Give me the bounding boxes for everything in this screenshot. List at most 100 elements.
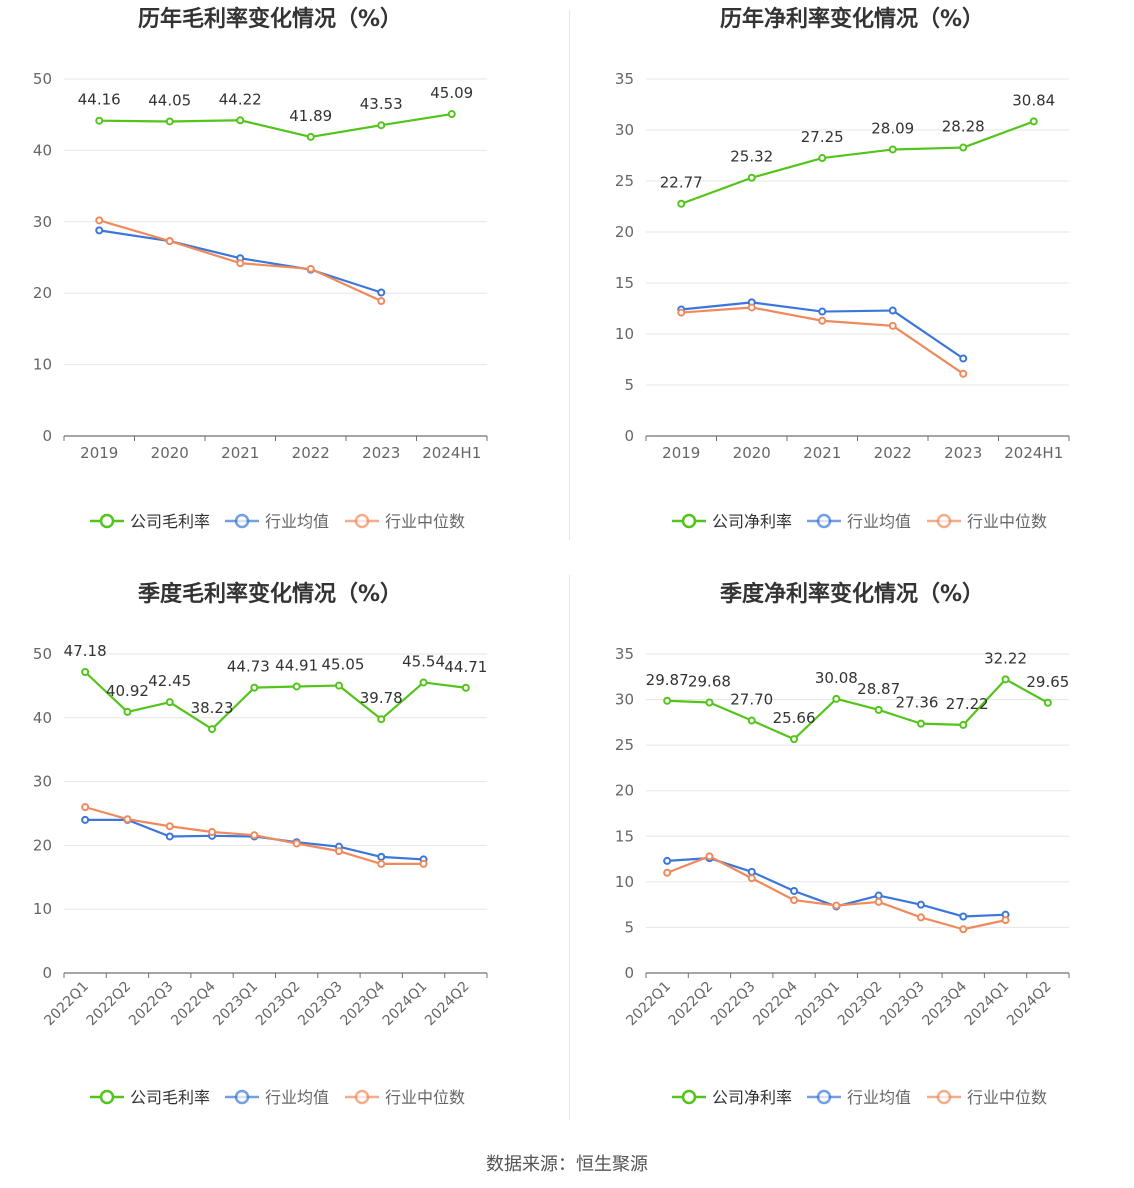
- data-label: 27.22: [946, 695, 989, 713]
- data-point: [888, 306, 897, 315]
- data-point: [874, 705, 883, 714]
- chart-title: 季度毛利率变化情况（%）: [138, 581, 402, 607]
- data-point: [874, 897, 883, 906]
- x-tick-label: 2024H1: [1004, 444, 1063, 462]
- y-tick-label: 40: [33, 709, 52, 727]
- data-point: [959, 720, 968, 729]
- data-point: [818, 154, 827, 163]
- data-point: [208, 725, 217, 734]
- data-label: 30.08: [815, 669, 858, 687]
- data-point: [677, 199, 686, 208]
- data-point: [959, 354, 968, 363]
- data-point: [292, 839, 301, 848]
- y-tick-label: 30: [33, 213, 52, 231]
- legend-label: 公司净利率: [712, 512, 792, 531]
- legend-marker: [99, 513, 115, 529]
- x-tick-label: 2022Q2: [666, 979, 717, 1030]
- data-source-label: 数据来源：恒生聚源: [486, 1154, 648, 1175]
- data-point: [236, 259, 245, 268]
- legend-marker: [681, 1089, 697, 1105]
- data-point: [916, 913, 925, 922]
- legend-label: 行业均值: [847, 512, 911, 531]
- chart-3: 季度毛利率变化情况（%）010203040502022Q12022Q22022Q…: [33, 581, 488, 1107]
- data-point: [705, 698, 714, 707]
- data-point: [165, 698, 174, 707]
- data-label: 27.36: [895, 694, 938, 712]
- x-tick-label: 2022Q1: [41, 979, 92, 1030]
- series-line-公司毛利率: [84, 671, 466, 731]
- data-point: [747, 173, 756, 182]
- x-tick-label: 2023Q3: [877, 979, 928, 1030]
- data-point: [165, 237, 174, 246]
- data-label: 39.78: [360, 689, 403, 707]
- y-tick-label: 5: [624, 376, 634, 394]
- x-tick-label: 2023Q4: [337, 978, 388, 1029]
- data-point: [306, 264, 315, 273]
- data-point: [959, 925, 968, 934]
- y-tick-label: 20: [33, 284, 52, 302]
- data-label: 27.70: [730, 691, 773, 709]
- data-label: 44.71: [444, 658, 487, 676]
- x-tick-label: 2023Q2: [835, 979, 886, 1030]
- data-point: [663, 696, 672, 705]
- data-label: 45.09: [430, 84, 473, 102]
- y-tick-label: 10: [33, 356, 52, 374]
- data-label: 29.87: [646, 671, 689, 689]
- y-tick-label: 10: [615, 325, 634, 343]
- data-point: [790, 735, 799, 744]
- data-point: [705, 852, 714, 861]
- chart-1: 历年毛利率变化情况（%） 0 10 20 30 40 50 2019 2020 2021 2022 2…: [33, 6, 488, 531]
- data-point: [334, 847, 343, 856]
- legend: 公司毛利率 行业均值 行业中位数: [90, 1088, 465, 1107]
- data-label: 44.73: [227, 658, 270, 676]
- x-tick-label: 2022Q2: [84, 979, 135, 1030]
- y-tick-label: 50: [33, 645, 52, 663]
- x-tick-label: 2023Q1: [211, 979, 262, 1030]
- data-point: [236, 116, 245, 125]
- legend-label: 行业中位数: [967, 1088, 1047, 1107]
- data-point: [916, 900, 925, 909]
- data-point: [95, 116, 104, 125]
- data-label: 41.89: [289, 107, 332, 125]
- y-tick-label: 20: [615, 223, 634, 241]
- data-point: [165, 822, 174, 831]
- y-tick-label: 40: [33, 141, 52, 159]
- data-point: [377, 297, 386, 306]
- data-point: [334, 681, 343, 690]
- data-label: 43.53: [360, 95, 403, 113]
- data-point: [81, 667, 90, 676]
- legend-label: 公司毛利率: [130, 512, 210, 531]
- data-label: 29.65: [1026, 673, 1069, 691]
- x-tick-label: 2023: [944, 444, 982, 462]
- data-point: [959, 912, 968, 921]
- data-point: [959, 369, 968, 378]
- data-point: [81, 803, 90, 812]
- data-point: [959, 143, 968, 152]
- data-point: [123, 815, 132, 824]
- y-tick-label: 0: [624, 427, 634, 445]
- data-point: [747, 867, 756, 876]
- data-point: [461, 683, 470, 692]
- y-tick-label: 10: [33, 900, 52, 918]
- data-point: [208, 828, 217, 837]
- y-tick-label: 15: [615, 274, 634, 292]
- legend-marker: [936, 1089, 952, 1105]
- legend: 公司净利率 行业均值 行业中位数: [672, 1088, 1047, 1107]
- x-tick-label: 2019: [662, 444, 700, 462]
- x-tick-label: 2022Q4: [168, 978, 219, 1029]
- data-point: [377, 121, 386, 130]
- x-tick-label: 2020: [733, 444, 771, 462]
- data-point: [95, 216, 104, 225]
- data-point: [81, 815, 90, 824]
- chart-title: 历年净利率变化情况（%）: [720, 6, 984, 32]
- x-tick-label: 2024Q1: [380, 979, 431, 1030]
- data-label: 44.05: [148, 91, 191, 109]
- data-point: [377, 715, 386, 724]
- data-label: 30.84: [1012, 91, 1055, 109]
- y-tick-label: 30: [33, 773, 52, 791]
- x-tick-label: 2022Q4: [750, 978, 801, 1029]
- x-tick-label: 2023: [362, 444, 400, 462]
- data-point: [377, 288, 386, 297]
- legend: 公司毛利率 行业均值 行业中位数: [90, 512, 465, 531]
- x-tick-label: 2024Q2: [422, 979, 473, 1030]
